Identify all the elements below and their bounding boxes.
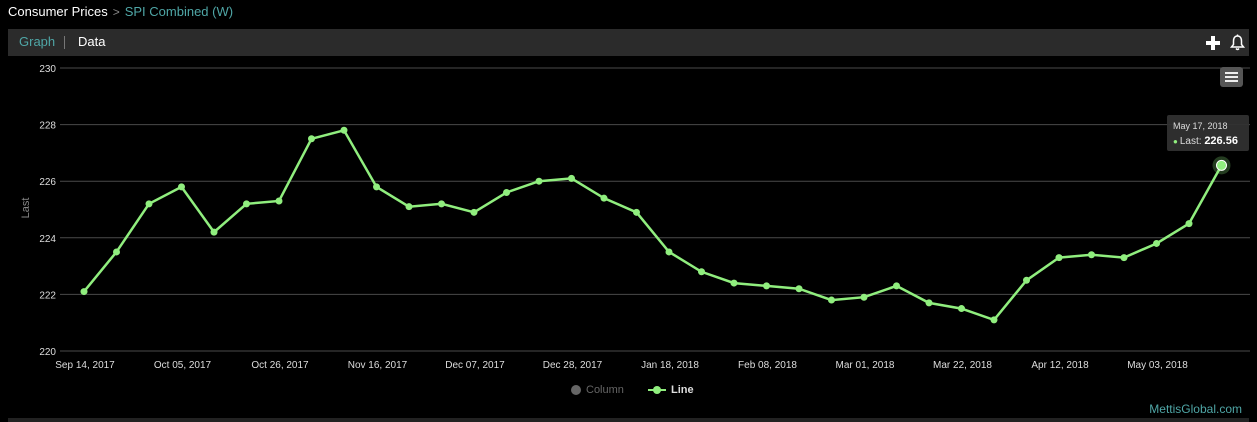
- data-point[interactable]: [1088, 251, 1095, 259]
- legend-column-label: Column: [586, 384, 624, 396]
- data-point[interactable]: [1153, 239, 1160, 247]
- grid-lines: [60, 67, 1250, 352]
- x-tick-label: Sep 14, 2017: [55, 360, 115, 371]
- data-point[interactable]: [113, 248, 120, 256]
- x-tick-label: May 03, 2018: [1127, 360, 1188, 371]
- bottom-divider: [8, 418, 1249, 422]
- data-point[interactable]: [1120, 254, 1128, 262]
- data-point[interactable]: [470, 208, 478, 216]
- plus-icon[interactable]: [1205, 35, 1221, 51]
- data-point[interactable]: [698, 268, 705, 276]
- breadcrumb-separator: >: [112, 4, 120, 19]
- data-point[interactable]: [828, 296, 835, 304]
- data-point[interactable]: [958, 305, 965, 313]
- data-point[interactable]: [340, 126, 348, 134]
- data-point[interactable]: [210, 228, 218, 236]
- data-point[interactable]: [80, 288, 88, 296]
- data-point[interactable]: [178, 183, 185, 191]
- line-chart: 220 222 224 226 228 230 Last Sep 14, 2017 Oct …: [20, 64, 1250, 371]
- y-tick-label: 228: [39, 121, 56, 132]
- tooltip-series-dot: ●: [1173, 137, 1178, 146]
- data-point[interactable]: [795, 285, 803, 293]
- x-tick-label: Mar 01, 2018: [836, 360, 895, 371]
- y-axis-ticks: 220 222 224 226 228 230: [39, 64, 56, 358]
- chart-menu-button[interactable]: [1220, 67, 1243, 87]
- source-credit[interactable]: MettisGlobal.com: [1149, 402, 1242, 416]
- legend-line-marker: [648, 386, 666, 394]
- data-point[interactable]: [503, 189, 510, 197]
- data-point[interactable]: [990, 316, 998, 324]
- data-point[interactable]: [145, 200, 153, 208]
- data-point[interactable]: [405, 203, 413, 211]
- tab-data[interactable]: Data: [78, 34, 106, 49]
- y-tick-label: 220: [39, 347, 56, 358]
- data-point[interactable]: [665, 248, 673, 256]
- data-point[interactable]: [633, 208, 640, 216]
- data-point[interactable]: [568, 174, 575, 182]
- x-axis-ticks: Sep 14, 2017 Oct 05, 2017 Oct 26, 2017 Nov …: [55, 360, 1188, 371]
- x-tick-label: Dec 28, 2017: [543, 360, 603, 371]
- y-axis-label: Last: [20, 198, 32, 219]
- tooltip-label: Last:: [1179, 136, 1205, 147]
- view-tab-bar: Graph Data: [8, 29, 1249, 56]
- data-point[interactable]: [763, 282, 770, 290]
- data-point[interactable]: [860, 293, 868, 301]
- header-bar: Consumer Prices > SPI Combined (W): [0, 0, 1257, 26]
- data-point[interactable]: [893, 282, 900, 290]
- tooltip-value: 226.56: [1204, 135, 1238, 147]
- x-tick-label: Jan 18, 2018: [641, 360, 699, 371]
- x-tick-label: Mar 22, 2018: [933, 360, 992, 371]
- tab-divider: [64, 36, 65, 49]
- x-tick-label: Dec 07, 2017: [445, 360, 505, 371]
- x-tick-label: Nov 16, 2017: [348, 360, 408, 371]
- y-tick-label: 222: [39, 290, 56, 301]
- bell-icon[interactable]: [1229, 34, 1246, 51]
- legend-column-marker: [571, 385, 581, 395]
- hover-tooltip: May 17, 2018 ● Last: 226.56: [1167, 115, 1249, 151]
- data-point[interactable]: [1055, 254, 1063, 262]
- data-point[interactable]: [1023, 276, 1030, 284]
- legend-item-column[interactable]: Column: [571, 384, 624, 396]
- breadcrumb-current: SPI Combined (W): [124, 4, 234, 19]
- data-point[interactable]: [1185, 220, 1193, 228]
- tooltip-date: May 17, 2018: [1173, 121, 1228, 131]
- x-tick-label: Oct 05, 2017: [154, 360, 212, 371]
- data-point[interactable]: [438, 200, 445, 208]
- data-point[interactable]: [600, 194, 608, 202]
- y-tick-label: 230: [39, 64, 56, 75]
- breadcrumb-root[interactable]: Consumer Prices: [8, 4, 108, 19]
- legend-item-line[interactable]: Line: [648, 384, 694, 396]
- tooltip-value-row: ● Last: 226.56: [1173, 135, 1238, 147]
- x-tick-label: Apr 12, 2018: [1031, 360, 1089, 371]
- data-point[interactable]: [535, 177, 543, 185]
- data-point[interactable]: [243, 200, 250, 208]
- data-point[interactable]: [373, 183, 380, 191]
- data-point[interactable]: [1216, 159, 1227, 171]
- data-point[interactable]: [730, 279, 738, 287]
- data-point[interactable]: [275, 197, 283, 205]
- breadcrumb: Consumer Prices > SPI Combined (W): [8, 4, 233, 19]
- x-tick-label: Oct 26, 2017: [251, 360, 309, 371]
- y-tick-label: 226: [39, 177, 56, 188]
- y-tick-label: 224: [39, 234, 56, 245]
- data-point[interactable]: [308, 135, 315, 143]
- series-line: [83, 128, 1223, 322]
- x-tick-label: Feb 08, 2018: [738, 360, 797, 371]
- legend-line-label: Line: [671, 384, 694, 396]
- data-point[interactable]: [925, 299, 933, 307]
- tab-graph[interactable]: Graph: [19, 34, 56, 49]
- data-points: [80, 126, 1231, 324]
